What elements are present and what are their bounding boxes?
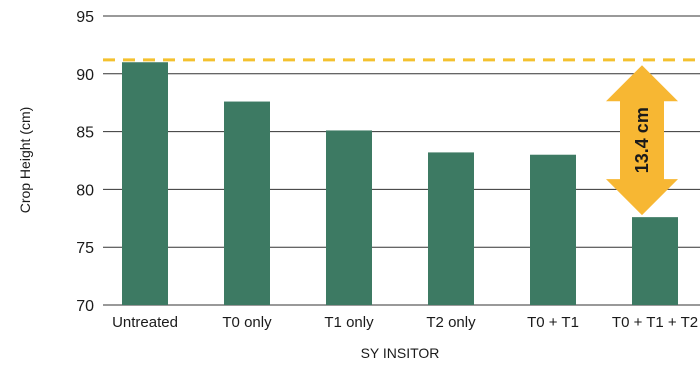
y-axis-title: Crop Height (cm) (17, 107, 33, 214)
x-tick-label: T0 only (222, 314, 272, 331)
annotation-label: 13.4 cm (632, 107, 652, 173)
y-tick-labels: 70 75 80 85 90 95 (76, 9, 94, 315)
bar (530, 154, 576, 305)
bar (122, 62, 168, 305)
bar (224, 101, 270, 305)
bars (122, 62, 678, 305)
bar (632, 217, 678, 305)
y-tick-label: 95 (76, 9, 94, 26)
y-tick-label: 75 (76, 240, 94, 257)
y-tick-label: 70 (76, 298, 94, 315)
bar (326, 130, 372, 305)
x-tick-labels: Untreated T0 only T1 only T2 only T0 + T1 T0 … (112, 314, 698, 331)
x-axis-title: SY INSITOR (361, 345, 440, 361)
annotation-group: 13.4 cm (606, 65, 678, 216)
y-tick-label: 85 (76, 125, 94, 142)
x-tick-label: T2 only (426, 314, 476, 331)
double-arrow-icon (606, 65, 678, 216)
x-tick-label: Untreated (112, 314, 178, 331)
y-tick-label: 80 (76, 182, 94, 199)
bar (428, 152, 474, 305)
x-tick-label: T1 only (324, 314, 374, 331)
x-tick-label: T0 + T1 + T2 (612, 314, 698, 331)
x-tick-label: T0 + T1 (527, 314, 579, 331)
y-tick-label: 90 (76, 67, 94, 84)
gridlines (103, 15, 700, 306)
